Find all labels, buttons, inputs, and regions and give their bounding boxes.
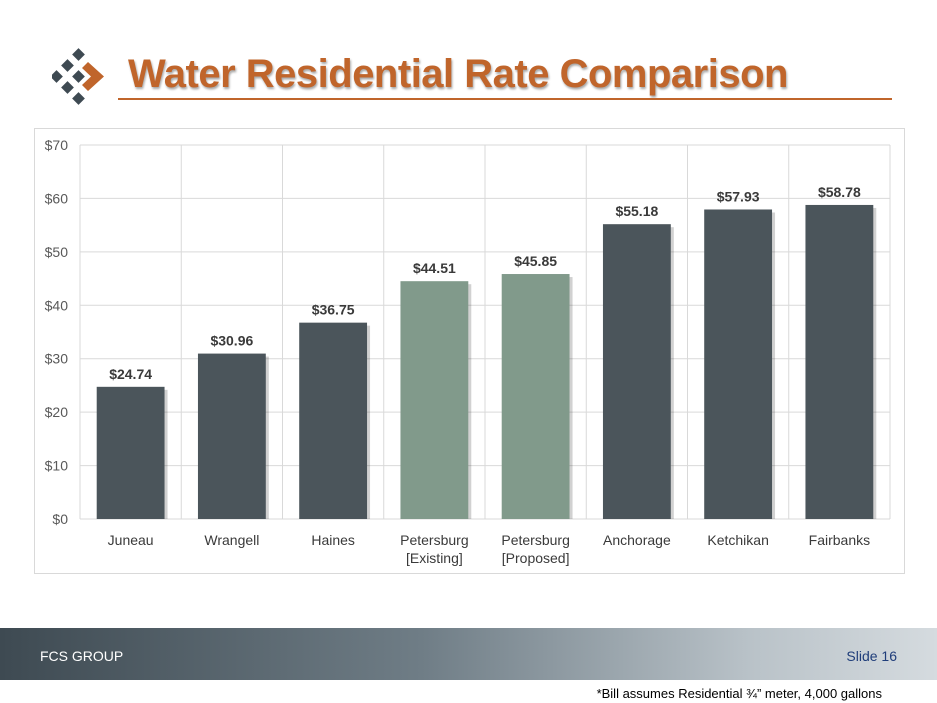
x-tick-label: [Proposed] [502, 550, 570, 566]
bar-chart: $0 $10 $20 $30 $40 $50 $60 $70 $24.74 Juneau $30.9… [45, 137, 891, 566]
data-label: $55.18 [615, 203, 658, 219]
slide-number: Slide 16 [846, 648, 897, 664]
x-tick-label: Ketchikan [707, 532, 768, 548]
y-tick-label: $0 [52, 511, 68, 527]
data-label: $45.85 [514, 253, 557, 269]
y-tick-label: $20 [45, 404, 69, 420]
y-tick-label: $40 [45, 297, 69, 313]
data-label: $24.74 [109, 366, 152, 382]
x-tick-label: Haines [311, 532, 355, 548]
y-tick-label: $30 [45, 351, 69, 367]
data-label: $36.75 [312, 302, 355, 318]
title-underline [118, 98, 892, 100]
data-label: $30.96 [210, 333, 253, 349]
x-tick-label: Juneau [108, 532, 154, 548]
y-tick-label: $70 [45, 137, 69, 153]
page-title: Water Residential Rate Comparison [128, 52, 788, 96]
x-tick-label: [Existing] [406, 550, 463, 566]
bar [400, 281, 469, 519]
bar [299, 322, 368, 519]
x-tick-label: Fairbanks [809, 532, 870, 548]
data-label: $57.93 [717, 188, 760, 204]
company-name: FCS GROUP [40, 648, 124, 664]
x-tick-label: Petersburg [400, 532, 468, 548]
data-label: $58.78 [818, 184, 861, 200]
y-tick-label: $10 [45, 458, 69, 474]
diamond-cluster-logo-icon [52, 48, 104, 105]
bar [197, 353, 266, 519]
bar [501, 274, 570, 519]
x-tick-label: Anchorage [603, 532, 671, 548]
chart-area: $0 $10 $20 $30 $40 $50 $60 $70 $24.74 Juneau $30.9… [34, 128, 905, 574]
x-tick-label: Wrangell [204, 532, 259, 548]
bar [805, 204, 874, 520]
bar [704, 209, 773, 519]
bar [602, 224, 671, 519]
data-label: $44.51 [413, 260, 456, 276]
x-tick-label: Petersburg [501, 532, 569, 548]
footer-band [0, 628, 937, 680]
footnote: *Bill assumes Residential ¾” meter, 4,00… [596, 686, 882, 701]
y-tick-label: $50 [45, 244, 69, 260]
y-tick-label: $60 [45, 190, 69, 206]
bar [96, 386, 165, 519]
